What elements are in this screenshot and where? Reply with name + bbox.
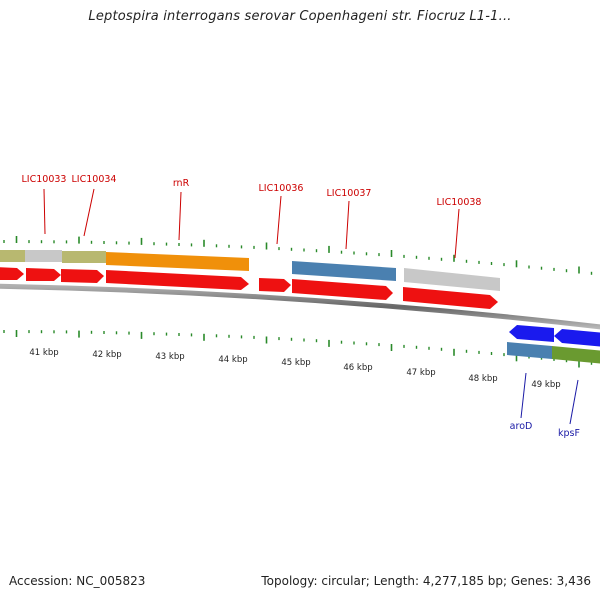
gene-label-lic10034: LIC10034 [72,174,117,185]
cds-arrow-reverse [554,329,600,347]
cds-arrow [0,267,24,280]
gene-label-kpsf: kpsF [558,428,580,439]
leader-line [178,191,182,241]
leader-line [454,208,460,259]
scale-label: 43 kbp [155,352,184,362]
cds-track-red [0,267,498,309]
map-title: Leptospira interrogans serovar Copenhage… [88,9,512,24]
cds-arrow [61,269,104,283]
cds-arrow [292,279,393,300]
scale-labels: 41 kbp 42 kbp 43 kbp 44 kbp 45 kbp 46 kb… [29,348,560,390]
cds-arrow [106,270,249,290]
cds-arrow [259,278,291,292]
feature-green-kpsf [552,346,600,364]
feature-track-inner [507,342,600,364]
outer-tick-ring [3,236,593,275]
scale-label: 44 kbp [218,355,247,365]
leader-line [569,379,579,425]
feature-olive-2 [62,251,106,263]
cds-track-blue [509,325,600,347]
scale-label: 41 kbp [29,348,58,358]
feature-orange-rnr [106,252,249,271]
feature-steel-arod [507,342,552,359]
cds-arrow [403,287,498,309]
leader-line [345,200,350,250]
gene-label-lic10036: LIC10036 [259,183,304,194]
leader-line [83,188,95,237]
feature-track-outer [0,250,500,291]
gene-labels-top: LIC10033 LIC10034 rnR LIC10036 LIC10037 … [22,174,482,259]
leader-line [520,372,527,419]
gene-label-lic10033: LIC10033 [22,174,67,185]
scale-label: 48 kbp [468,374,497,384]
gene-label-lic10038: LIC10038 [437,197,482,208]
gene-label-lic10037: LIC10037 [327,188,372,199]
gene-label-arod: aroD [510,421,533,432]
topology-summary: Topology: circular; Length: 4,277,185 bp… [261,574,591,588]
feature-gray-1 [25,250,62,262]
gene-label-rnr: rnR [173,178,190,189]
scale-label: 42 kbp [92,350,121,360]
leader-line [276,195,282,245]
genome-backbone [0,283,600,330]
feature-gray-lic10038 [404,268,500,291]
feature-blue-lic10037 [292,261,396,281]
scale-label: 45 kbp [281,358,310,368]
accession-text: Accession: NC_005823 [9,574,146,588]
cds-arrow [26,268,61,281]
gene-labels-bottom: aroD kpsF [510,372,580,439]
feature-olive-1 [0,250,25,262]
cds-arrow-reverse [509,325,554,342]
scale-label: 49 kbp [531,380,560,390]
scale-label: 47 kbp [406,368,435,378]
leader-line [43,188,46,235]
scale-label: 46 kbp [343,363,372,373]
